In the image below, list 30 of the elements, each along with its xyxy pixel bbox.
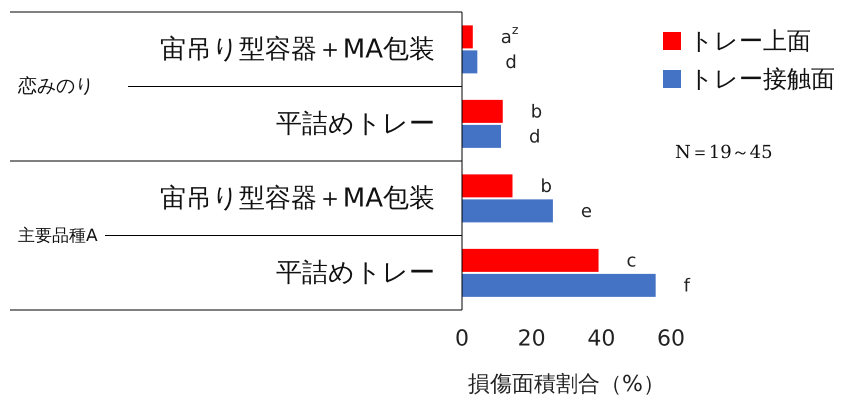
bar: [462, 199, 553, 222]
data-label: d: [529, 126, 540, 147]
text: 主要品種A: [18, 224, 98, 246]
bar: [462, 50, 478, 74]
data-label: d: [505, 51, 517, 72]
y-tick-label: 宙吊り型容器＋MA包装: [160, 34, 435, 64]
bar: [462, 25, 473, 48]
x-axis-title: 損傷面積割合（%）: [468, 372, 665, 397]
legend-label: トレー接触面: [688, 64, 835, 95]
data-label: e: [580, 200, 592, 222]
x-tick-label: 20: [518, 326, 546, 352]
x-tick-label: 40: [587, 326, 616, 352]
y-tick-label: 平詰めトレー: [276, 258, 435, 288]
bar: [462, 174, 513, 198]
bar: [462, 274, 656, 297]
bar: [462, 124, 502, 148]
x-tick-label: 0: [455, 326, 469, 352]
data-label: a$^{z}$: [500, 22, 519, 48]
data-label: f: [684, 274, 691, 296]
data-label: c: [626, 250, 636, 271]
data-label: b: [540, 175, 552, 196]
text: N＝19～45: [675, 141, 773, 164]
text: 恋みのり: [18, 72, 98, 98]
y-tick-label: 宙吊り型容器＋MA包装: [160, 183, 435, 214]
bar: [462, 248, 599, 272]
legend-label: トレー上面: [688, 26, 812, 57]
y-tick-label: 平詰めトレー: [276, 108, 435, 139]
x-tick-label: 60: [657, 326, 685, 352]
data-label: b: [530, 100, 542, 122]
bar: [462, 100, 503, 123]
